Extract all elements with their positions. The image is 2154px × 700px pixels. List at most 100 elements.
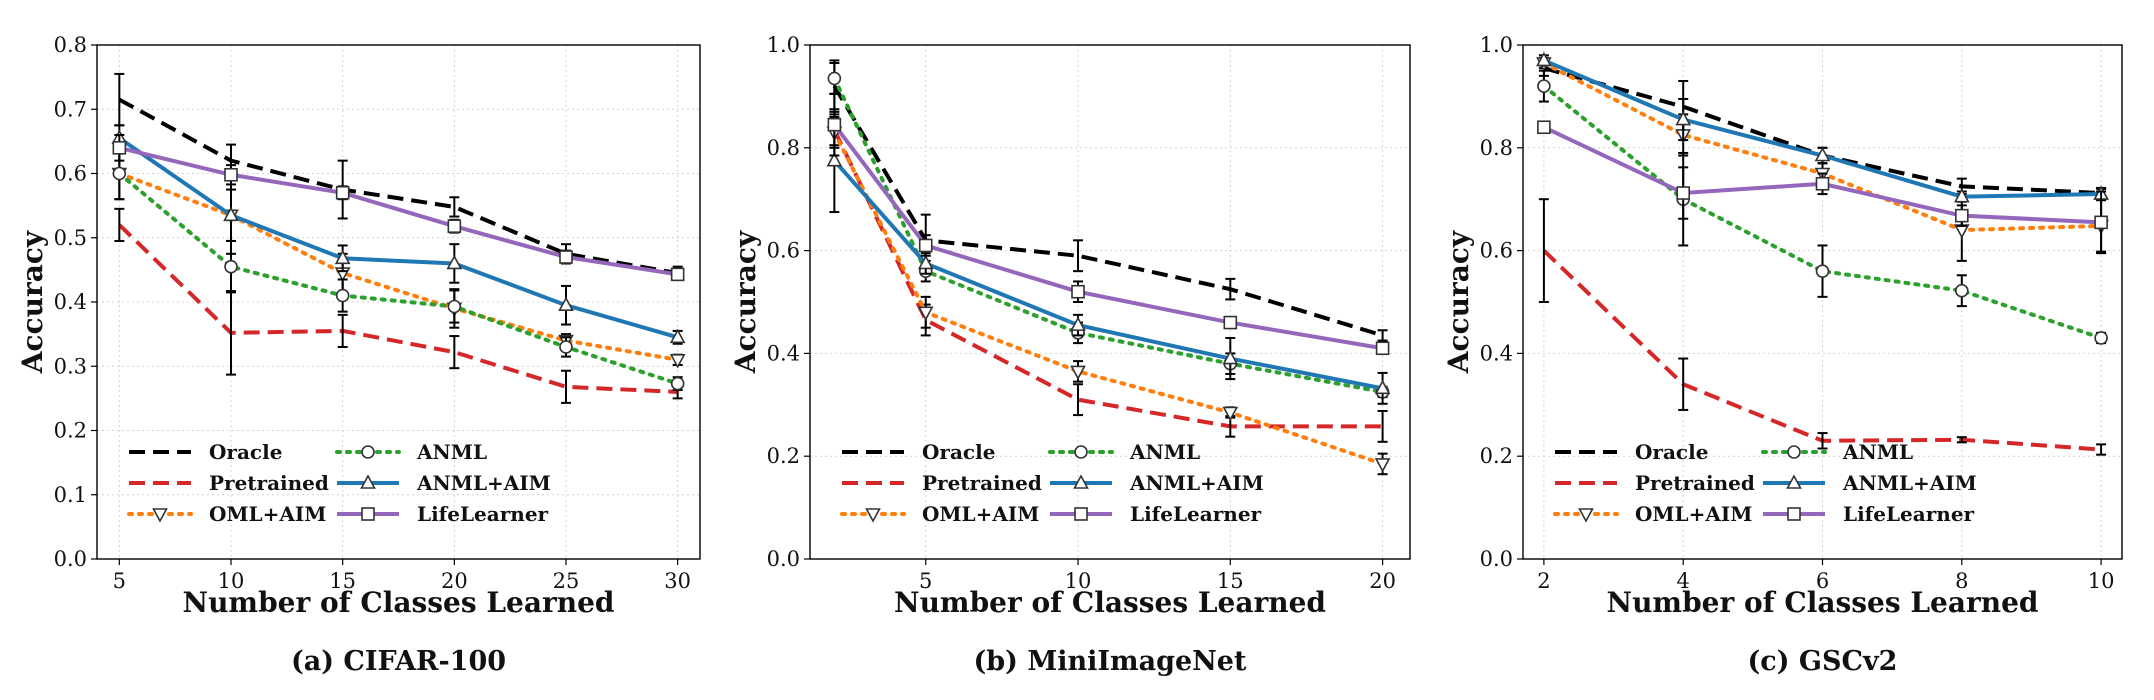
legend-marker: [1074, 507, 1088, 521]
series-line: [117, 223, 678, 394]
x-tick-label: 25: [553, 569, 580, 593]
x-tick-label: 4: [1677, 569, 1690, 593]
series-anml-aim: [826, 108, 1391, 405]
legend-label: Oracle: [922, 440, 995, 464]
legend-label: ANML+AIM: [1842, 471, 1977, 495]
data-point: [669, 328, 686, 344]
legend: Oracle Pretrained OML+AIM ANML ANML+AIM LifeL…: [840, 440, 1264, 526]
data-point: [669, 354, 686, 369]
data-point: [1675, 110, 1692, 126]
legend-label: Pretrained: [922, 471, 1042, 495]
data-point: [1070, 316, 1086, 331]
y-tick-label: 1.0: [767, 33, 800, 57]
data-point: [1070, 365, 1086, 381]
series-pretrained: [1538, 198, 2107, 456]
chart-panel-2: 0.0 0.2 0.4 0.6 0.8 1.0 2 4 6 8 10 Number of Classe…: [1442, 33, 2123, 677]
legend-label: ANML: [1129, 440, 1200, 464]
x-axis-label: Number of Classes Learned: [894, 586, 1326, 619]
legend-marker: [865, 508, 881, 523]
data-point: [559, 340, 573, 354]
series-anml-aim: [111, 124, 686, 345]
data-point: [2094, 331, 2108, 345]
series-line: [117, 171, 680, 386]
legend-label: ANML+AIM: [416, 471, 551, 495]
series-line: [832, 130, 1385, 466]
x-tick-label: 6: [1816, 569, 1829, 593]
data-point: [827, 71, 842, 86]
series-pretrained: [829, 113, 1388, 443]
data-point: [335, 185, 350, 200]
y-tick-label: 0.2: [1480, 444, 1513, 468]
legend-marker: [361, 445, 375, 459]
y-tick-label: 0.8: [54, 33, 87, 57]
legend-label: OML+AIM: [922, 502, 1039, 526]
y-tick-label: 0.4: [1480, 341, 1513, 365]
legend-label: ANML: [1842, 440, 1913, 464]
series-line: [832, 159, 1383, 391]
series-line: [1541, 84, 2104, 340]
legend-marker: [152, 508, 168, 523]
data-point: [826, 151, 843, 167]
legend-marker: [361, 507, 375, 521]
data-point: [447, 299, 462, 314]
y-tick-label: 0.3: [54, 354, 87, 378]
y-axis-label: Accuracy: [16, 230, 49, 374]
y-axis-label: Accuracy: [1442, 230, 1475, 374]
data-point: [1374, 458, 1391, 473]
series-line: [118, 145, 678, 277]
series-line: [117, 171, 680, 362]
y-tick-label: 0.1: [54, 483, 87, 507]
series-line: [118, 97, 679, 276]
x-tick-label: 20: [441, 569, 468, 593]
x-tick-label: 2: [1537, 569, 1550, 593]
data-point: [827, 117, 842, 132]
series-lifelearner: [1537, 120, 2108, 255]
data-point: [1676, 186, 1690, 200]
chart-panel-0: 0.0 0.1 0.2 0.3 0.4 0.5 0.6 0.7 0.8 5 10 15 20 25 30 Nu…: [16, 33, 701, 677]
legend-marker: [1074, 445, 1088, 459]
data-point: [1814, 146, 1831, 162]
data-point: [1953, 187, 1970, 203]
series-line: [832, 85, 1384, 338]
data-point: [1071, 284, 1085, 299]
y-tick-label: 0.2: [767, 444, 800, 468]
x-tick-label: 10: [218, 569, 245, 593]
legend-marker: [360, 474, 376, 489]
data-point: [1375, 341, 1390, 356]
y-tick-label: 1.0: [1480, 33, 1513, 57]
data-point: [670, 376, 685, 391]
data-point: [1815, 264, 1830, 278]
legend-marker: [1786, 474, 1802, 489]
data-point: [1374, 379, 1391, 395]
data-point: [670, 267, 685, 282]
legend-label: LifeLearner: [1130, 502, 1262, 526]
legend-label: ANML+AIM: [1129, 471, 1264, 495]
legend-marker: [1578, 508, 1594, 523]
legend-marker: [1787, 445, 1801, 459]
data-point: [223, 206, 239, 222]
x-tick-label: 10: [2088, 569, 2115, 593]
series-line: [832, 123, 1383, 351]
x-axis-label: Number of Classes Learned: [182, 586, 614, 619]
legend-label: ANML: [416, 440, 487, 464]
legend-marker: [1073, 474, 1089, 489]
legend-label: Oracle: [1635, 440, 1708, 464]
x-tick-label: 15: [1217, 569, 1244, 593]
legend-label: Oracle: [209, 440, 282, 464]
data-point: [1537, 120, 1551, 135]
data-point: [917, 306, 934, 321]
y-tick-label: 0.0: [1480, 547, 1513, 571]
data-point: [112, 166, 127, 181]
data-point: [559, 250, 573, 264]
x-axis-label: Number of Classes Learned: [1606, 586, 2038, 619]
data-point: [447, 219, 462, 233]
panel-caption: (b) MiniImageNet: [974, 646, 1247, 677]
data-point: [1536, 51, 1552, 67]
y-tick-label: 0.8: [1480, 136, 1513, 160]
x-tick-label: 8: [1955, 569, 1968, 593]
x-tick-label: 10: [1065, 569, 1092, 593]
data-point: [1955, 283, 1969, 298]
series-lifelearner: [827, 92, 1390, 356]
legend: Oracle Pretrained OML+AIM ANML ANML+AIM LifeL…: [127, 440, 551, 526]
